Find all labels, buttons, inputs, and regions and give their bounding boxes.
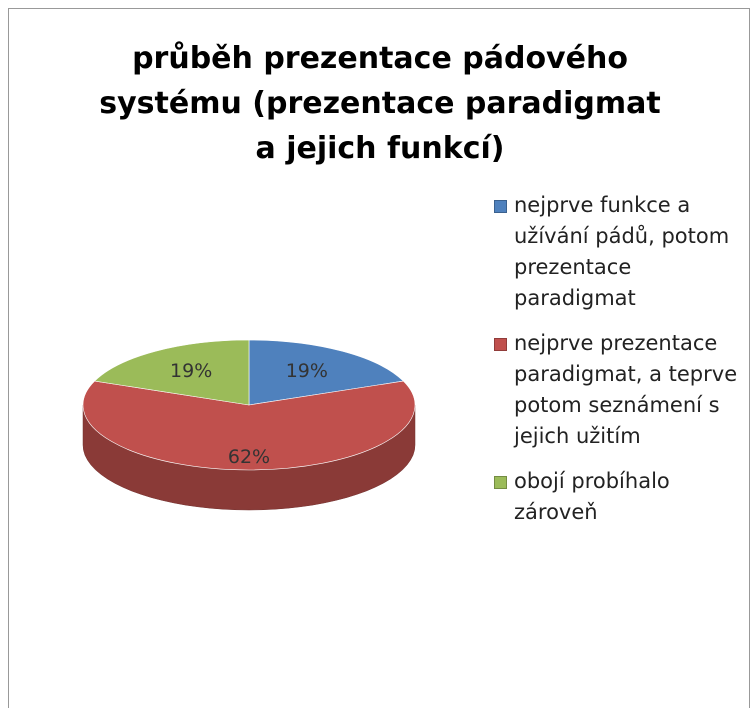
value-label: 19% (286, 360, 328, 382)
legend: nejprve funkce a užívání pádů, potom pre… (494, 190, 744, 542)
value-label: 62% (228, 446, 270, 468)
legend-label: nejprve prezentace paradigmat, a teprve … (514, 331, 738, 448)
chart-title: průběh prezentace pádového systému (prez… (99, 41, 661, 166)
slice (82, 380, 416, 471)
legend-item: nejprve funkce a užívání pádů, potom pre… (494, 190, 744, 314)
legend-marker (494, 338, 507, 351)
legend-marker (494, 476, 507, 489)
slice (248, 339, 404, 406)
value-label: 19% (170, 360, 212, 382)
legend-item: nejprve prezentace paradigmat, a teprve … (494, 328, 744, 452)
legend-label: obojí probíhalo zároveň (514, 469, 670, 524)
chart-frame (8, 8, 750, 708)
slice (94, 339, 250, 406)
legend-item: obojí probíhalo zároveň (494, 466, 744, 528)
legend-label: nejprve funkce a užívání pádů, potom pre… (514, 193, 730, 310)
legend-marker (494, 200, 507, 213)
